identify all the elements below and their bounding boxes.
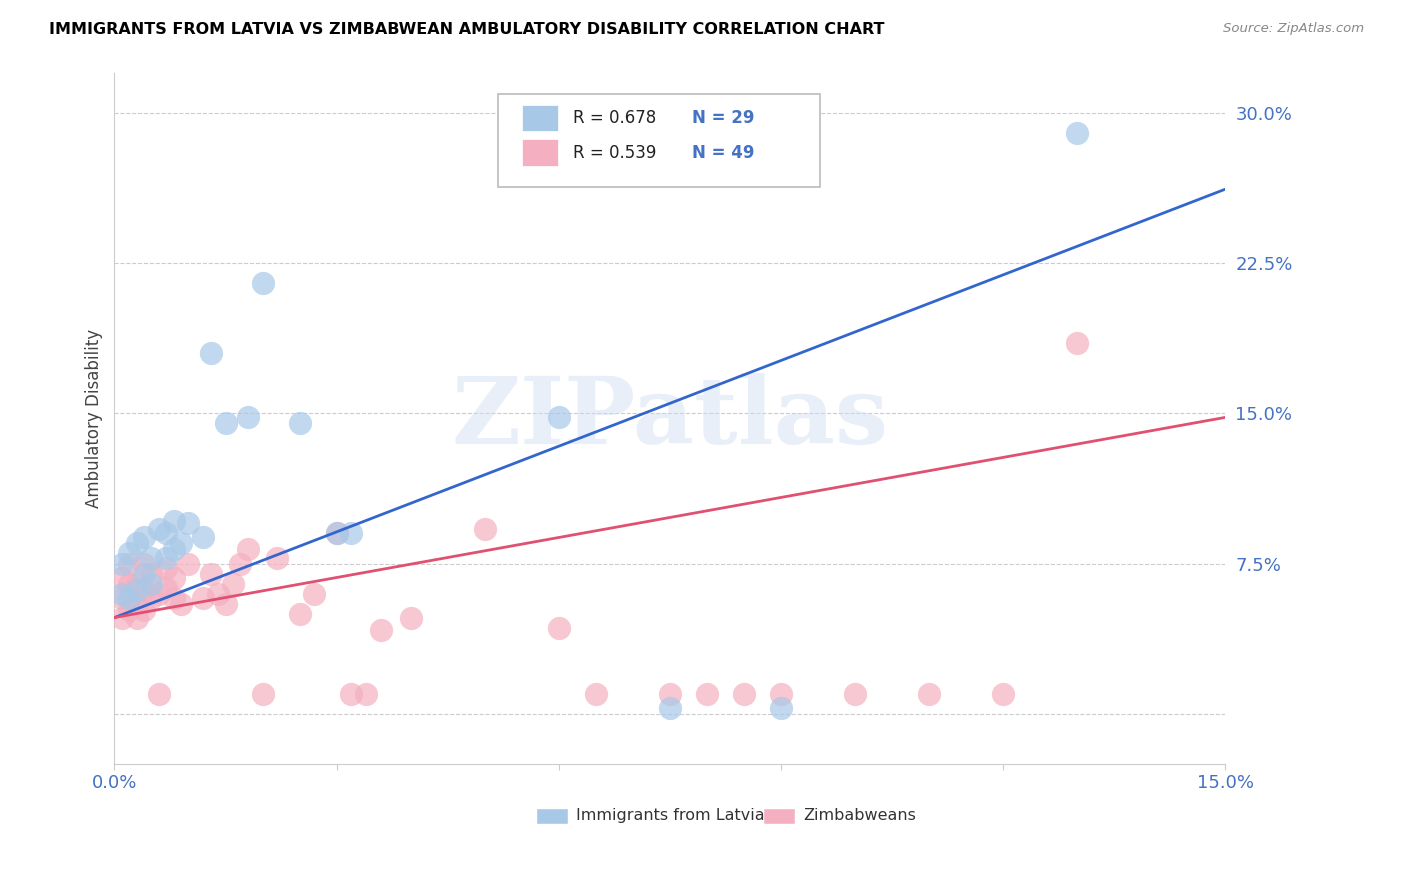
Point bbox=[148, 523, 170, 537]
Point bbox=[658, 700, 681, 714]
Point bbox=[118, 557, 141, 571]
Point bbox=[547, 621, 569, 635]
Point bbox=[733, 687, 755, 701]
Bar bbox=[537, 809, 568, 824]
Point bbox=[163, 515, 186, 529]
Point bbox=[132, 557, 155, 571]
Point bbox=[141, 550, 163, 565]
Point bbox=[141, 576, 163, 591]
Point bbox=[163, 591, 186, 605]
Point bbox=[163, 542, 186, 557]
Point bbox=[1066, 336, 1088, 351]
Point bbox=[118, 591, 141, 605]
Point bbox=[193, 531, 215, 545]
Point bbox=[370, 623, 392, 637]
Point bbox=[288, 417, 311, 431]
Point bbox=[155, 581, 177, 595]
Point bbox=[125, 610, 148, 624]
Text: Zimbabweans: Zimbabweans bbox=[803, 808, 917, 823]
Point bbox=[770, 700, 793, 714]
Bar bbox=[765, 809, 796, 824]
Point bbox=[118, 602, 141, 616]
Point bbox=[252, 276, 274, 290]
Point bbox=[155, 526, 177, 541]
Point bbox=[325, 526, 347, 541]
Point bbox=[236, 542, 259, 557]
Point bbox=[399, 610, 422, 624]
Point bbox=[200, 346, 222, 360]
Point bbox=[118, 576, 141, 591]
Point bbox=[993, 687, 1015, 701]
Point bbox=[155, 560, 177, 574]
Point bbox=[340, 526, 363, 541]
Point bbox=[125, 582, 148, 597]
Point bbox=[658, 687, 681, 701]
Point bbox=[288, 607, 311, 621]
Point bbox=[547, 410, 569, 425]
Point bbox=[354, 687, 377, 701]
Text: Source: ZipAtlas.com: Source: ZipAtlas.com bbox=[1223, 22, 1364, 36]
Point bbox=[141, 591, 163, 605]
Point bbox=[696, 687, 718, 701]
Point bbox=[125, 576, 148, 591]
Point bbox=[111, 610, 134, 624]
Point bbox=[585, 687, 607, 701]
Point bbox=[170, 597, 193, 611]
Point bbox=[170, 536, 193, 550]
Point bbox=[304, 586, 326, 600]
Point bbox=[111, 557, 134, 571]
Point bbox=[132, 582, 155, 597]
Point bbox=[266, 550, 288, 565]
FancyBboxPatch shape bbox=[498, 94, 820, 187]
Bar bbox=[522, 139, 558, 166]
Point bbox=[207, 586, 229, 600]
Point bbox=[252, 687, 274, 701]
Point bbox=[111, 586, 134, 600]
Point bbox=[163, 570, 186, 584]
Point bbox=[148, 586, 170, 600]
Text: ZIPatlas: ZIPatlas bbox=[451, 374, 889, 463]
Point bbox=[125, 597, 148, 611]
Text: N = 29: N = 29 bbox=[692, 109, 755, 127]
Bar bbox=[522, 104, 558, 131]
Y-axis label: Ambulatory Disability: Ambulatory Disability bbox=[86, 329, 103, 508]
Point bbox=[474, 523, 496, 537]
Point bbox=[229, 557, 252, 571]
Text: R = 0.539: R = 0.539 bbox=[574, 144, 657, 161]
Point bbox=[125, 536, 148, 550]
Point bbox=[214, 417, 236, 431]
Point bbox=[148, 687, 170, 701]
Point bbox=[340, 687, 363, 701]
Point bbox=[325, 526, 347, 541]
Point bbox=[200, 566, 222, 581]
Point bbox=[155, 550, 177, 565]
Point bbox=[177, 557, 200, 571]
Point bbox=[918, 687, 941, 701]
Point bbox=[111, 570, 134, 584]
Text: IMMIGRANTS FROM LATVIA VS ZIMBABWEAN AMBULATORY DISABILITY CORRELATION CHART: IMMIGRANTS FROM LATVIA VS ZIMBABWEAN AMB… bbox=[49, 22, 884, 37]
Point bbox=[844, 687, 866, 701]
Point bbox=[132, 566, 155, 581]
Point bbox=[222, 576, 245, 591]
Text: N = 49: N = 49 bbox=[692, 144, 755, 161]
Point bbox=[118, 547, 141, 561]
Point bbox=[214, 597, 236, 611]
Point bbox=[141, 566, 163, 581]
Point bbox=[111, 591, 134, 605]
Point bbox=[132, 602, 155, 616]
Point bbox=[193, 591, 215, 605]
Point bbox=[132, 531, 155, 545]
Point bbox=[770, 687, 793, 701]
Point bbox=[177, 516, 200, 531]
Point bbox=[236, 410, 259, 425]
Point bbox=[1066, 126, 1088, 140]
Text: R = 0.678: R = 0.678 bbox=[574, 109, 657, 127]
Text: Immigrants from Latvia: Immigrants from Latvia bbox=[575, 808, 763, 823]
